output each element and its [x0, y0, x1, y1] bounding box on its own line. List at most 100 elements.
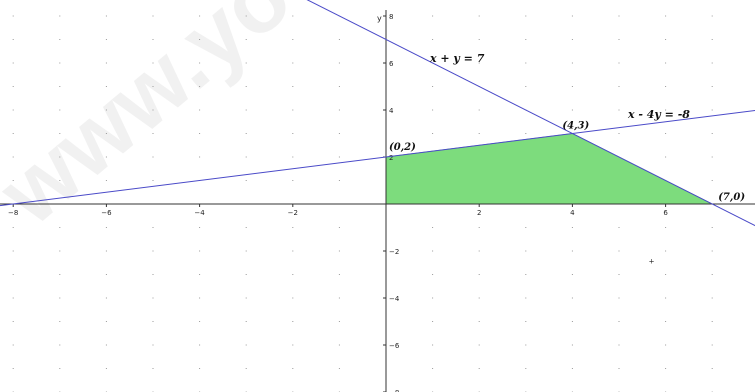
grid-dot: [292, 344, 294, 346]
grid-dot: [105, 156, 107, 158]
grid-dot: [245, 156, 247, 158]
grid-dot: [432, 274, 434, 275]
point-label: (4,3): [562, 121, 589, 132]
x-tick-label: −2: [288, 209, 298, 217]
grid-dot: [711, 368, 713, 369]
grid-dot: [338, 321, 340, 322]
y-tick-label: 4: [389, 107, 394, 115]
grid-dot: [12, 133, 14, 134]
grid-dot: [292, 156, 294, 158]
y-tick-label: −2: [389, 248, 399, 256]
grid-dot: [105, 344, 107, 346]
x-tick-label: −6: [101, 209, 112, 217]
grid-dot: [665, 133, 667, 134]
grid-dot: [105, 274, 107, 275]
grid-dot: [12, 368, 14, 369]
grid-dot: [618, 39, 620, 40]
grid-dot: [665, 109, 667, 111]
grid-dot: [338, 297, 340, 299]
grid-dot: [338, 109, 340, 111]
grid-dot: [338, 250, 340, 252]
grid-dot: [12, 86, 14, 87]
grid-dot: [711, 180, 713, 181]
grid-dot: [245, 180, 247, 181]
grid-dot: [618, 274, 620, 275]
grid-dot: [152, 274, 154, 275]
grid-dot: [245, 86, 247, 87]
y-tick-label: −8: [389, 389, 399, 392]
grid-dot: [59, 15, 61, 17]
grid-dot: [338, 344, 340, 346]
grid-dot: [105, 250, 107, 252]
grid-dot: [571, 274, 573, 275]
grid-dot: [711, 321, 713, 322]
grid-dot: [525, 368, 527, 369]
grid-dot: [665, 344, 667, 346]
grid-dot: [711, 156, 713, 158]
grid-dot: [59, 368, 61, 369]
grid-dot: [152, 62, 154, 64]
constraint-line: [306, 0, 755, 227]
grid-dot: [105, 39, 107, 40]
grid-dot: [525, 344, 527, 346]
grid-dot: [292, 250, 294, 252]
grid-dot: [12, 156, 14, 158]
grid-dot: [105, 15, 107, 17]
grid-dot: [478, 15, 480, 17]
grid-dot: [245, 368, 247, 369]
grid-dot: [12, 109, 14, 111]
grid-dot: [59, 180, 61, 181]
grid-dot: [432, 368, 434, 369]
grid-dot: [665, 86, 667, 87]
x-tick-label: −8: [8, 209, 18, 217]
grid-dot: [338, 274, 340, 275]
grid-dot: [59, 227, 61, 228]
grid-dot: [292, 39, 294, 40]
grid-dot: [292, 297, 294, 299]
grid-dot: [105, 109, 107, 111]
axes: −8 −6 −4 −2 2 4 6 −8 −6 −4 −2 2 4 6 8: [0, 10, 755, 392]
grid-dot: [525, 274, 527, 275]
grid-dot: [199, 86, 201, 87]
grid-dot: [245, 133, 247, 134]
grid-dot: [525, 250, 527, 252]
plus-marker: +: [649, 257, 655, 265]
grid-dot: [338, 156, 340, 158]
grid-dot: [478, 321, 480, 322]
grid-dot: [105, 227, 107, 228]
grid-dot: [478, 250, 480, 252]
point-label: (7,0): [718, 192, 745, 203]
grid-dot: [199, 250, 201, 252]
grid-dot: [432, 344, 434, 346]
grid-dot: [292, 133, 294, 134]
grid-dot: [478, 62, 480, 64]
grid-dot: [618, 368, 620, 369]
grid-dot: [711, 227, 713, 228]
grid-dot: [711, 62, 713, 64]
grid-dot: [525, 15, 527, 17]
grid-dot: [432, 109, 434, 111]
grid-dot: [665, 15, 667, 17]
grid-dot: [338, 39, 340, 40]
grid-dot: [525, 62, 527, 64]
grid-dot: [292, 227, 294, 228]
grid-dot: [618, 297, 620, 299]
grid-dot: [571, 109, 573, 111]
grid-dot: [338, 86, 340, 87]
grid-dot: [152, 250, 154, 252]
grid-dot: [59, 250, 61, 252]
grid-dot: [59, 62, 61, 64]
grid-dot: [618, 133, 620, 134]
grid-dot: [478, 227, 480, 228]
grid-dot: [245, 321, 247, 322]
grid-dot: [292, 109, 294, 111]
grid-dot: [665, 62, 667, 64]
grid-dot: [152, 109, 154, 111]
feasible-region: [385, 133, 713, 205]
grid-dot: [245, 227, 247, 228]
grid-dot: [618, 250, 620, 252]
grid-dot: [525, 86, 527, 87]
grid-dot: [105, 321, 107, 322]
y-axis-label: y: [377, 14, 382, 23]
